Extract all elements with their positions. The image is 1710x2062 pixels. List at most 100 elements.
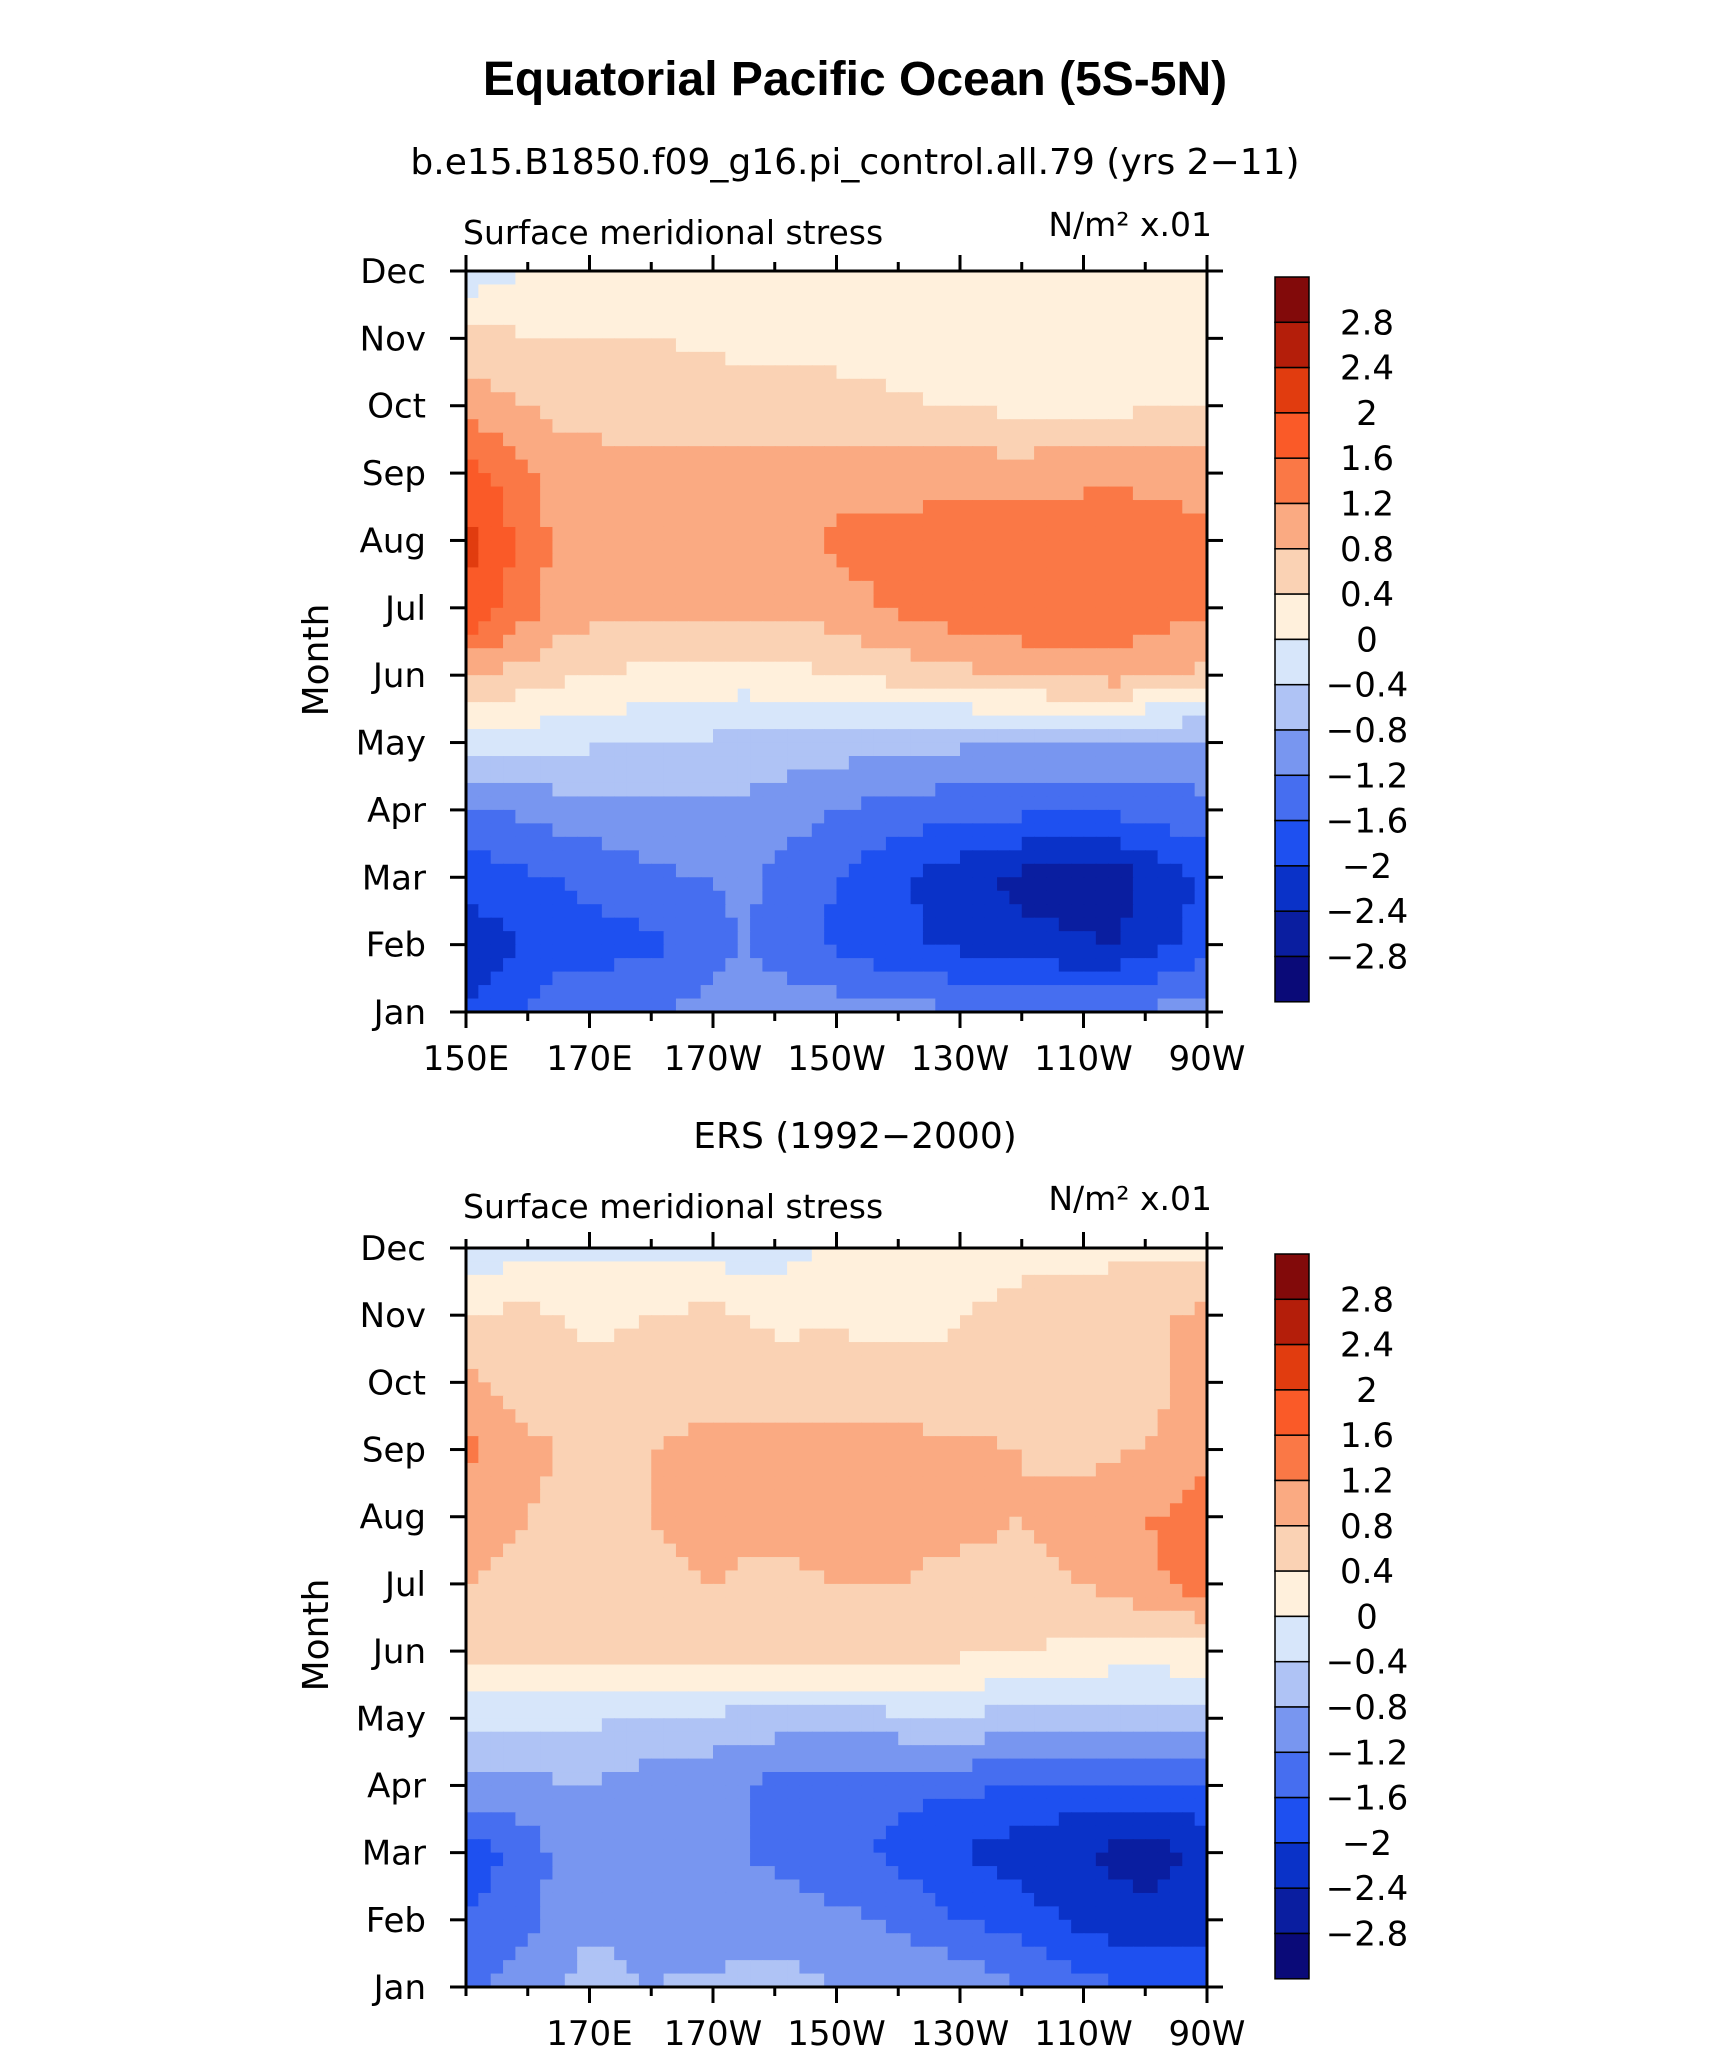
heatmap-cell — [910, 351, 924, 367]
heatmap-cell — [1034, 338, 1048, 353]
heatmap-cell — [688, 1503, 702, 1518]
heatmap-cell — [1083, 580, 1097, 596]
heatmap-cell — [1194, 729, 1208, 744]
heatmap-cell — [466, 917, 480, 932]
heatmap-cell — [750, 526, 764, 542]
heatmap-cell — [601, 823, 615, 838]
colorbar-box — [1274, 638, 1310, 686]
heatmap-cell — [737, 823, 751, 838]
heatmap-cell — [614, 1248, 628, 1263]
heatmap-cell — [997, 486, 1011, 501]
heatmap-cell — [589, 553, 603, 569]
heatmap-cell — [997, 432, 1011, 447]
heatmap-cell — [787, 473, 801, 488]
heatmap-cell — [626, 1557, 640, 1572]
heatmap-cell — [1083, 675, 1097, 690]
heatmap-cell — [1071, 1543, 1085, 1558]
heatmap-cell — [626, 1422, 640, 1437]
heatmap-cell — [1182, 1530, 1196, 1545]
heatmap-cell — [935, 850, 949, 865]
heatmap-cell — [503, 553, 517, 569]
heatmap-cell — [737, 324, 751, 340]
heatmap-cell — [947, 1462, 961, 1478]
heatmap-cell — [848, 1583, 862, 1599]
heatmap-cell — [1108, 702, 1122, 717]
heatmap-cell — [1194, 446, 1208, 461]
heatmap-cell — [1046, 351, 1060, 367]
heatmap-cell — [515, 823, 529, 838]
heatmap-cell — [836, 1395, 850, 1411]
heatmap-cell — [601, 1248, 615, 1263]
heatmap-cell — [774, 1436, 788, 1451]
heatmap-cell — [1083, 944, 1097, 959]
heatmap-cell — [713, 473, 727, 488]
heatmap-cell — [713, 1288, 727, 1303]
heatmap-cell — [1034, 904, 1048, 919]
heatmap-cell — [787, 446, 801, 461]
heatmap-cell — [910, 271, 924, 286]
heatmap-cell — [725, 1355, 739, 1370]
heatmap-cell — [997, 998, 1011, 1013]
heatmap-cell — [1071, 796, 1085, 811]
heatmap-cell — [762, 998, 776, 1013]
heatmap-cell — [1132, 634, 1147, 650]
heatmap-cell — [960, 1503, 974, 1518]
heatmap-cell — [626, 594, 640, 609]
heatmap-cell — [848, 998, 862, 1013]
heatmap-cell — [1095, 553, 1109, 569]
heatmap-cell — [737, 1489, 751, 1505]
heatmap-cell — [1071, 486, 1085, 501]
heatmap-cell — [1095, 782, 1109, 798]
heatmap-cell — [947, 661, 961, 676]
heatmap-cell — [577, 540, 591, 555]
heatmap-cell — [503, 1462, 517, 1478]
heatmap-cell — [774, 1301, 788, 1316]
heatmap-cell — [577, 729, 591, 744]
heatmap-cell — [675, 392, 690, 407]
heatmap-cell — [737, 392, 751, 407]
heatmap-cell — [614, 419, 628, 434]
variable-label: Surface meridional stress — [463, 1187, 883, 1226]
heatmap-cell — [1169, 540, 1184, 555]
heatmap-cell — [848, 540, 862, 555]
heatmap-cell — [1108, 378, 1122, 394]
heatmap-cell — [1009, 1261, 1023, 1276]
heatmap-cell — [638, 1476, 653, 1491]
heatmap-cell — [947, 742, 961, 757]
heatmap-cell — [1071, 419, 1085, 434]
heatmap-cell — [614, 594, 628, 609]
y-tick-label: Jul — [383, 589, 426, 629]
heatmap-cell — [503, 1382, 517, 1397]
heatmap-cell — [564, 634, 578, 650]
heatmap-cell — [503, 351, 517, 367]
heatmap-cell — [1169, 931, 1184, 946]
heatmap-cell — [1021, 998, 1035, 1013]
heatmap-cell — [651, 311, 665, 326]
heatmap-cell — [737, 836, 751, 852]
heatmap-cell — [1034, 1288, 1048, 1303]
heatmap-cell — [1157, 297, 1171, 313]
heatmap-cell — [848, 1382, 862, 1397]
heatmap-cell — [1120, 1557, 1134, 1572]
heatmap-cell — [478, 432, 492, 447]
heatmap-cell — [1108, 338, 1122, 353]
heatmap-cell — [577, 1355, 591, 1370]
heatmap-cell — [490, 1288, 504, 1303]
heatmap-cell — [626, 1543, 640, 1558]
heatmap-cell — [1095, 917, 1109, 932]
heatmap-cell — [663, 1570, 677, 1585]
heatmap-cell — [836, 500, 850, 515]
heatmap-cell — [564, 863, 578, 879]
heatmap-cell — [984, 809, 998, 825]
heatmap-cell — [960, 769, 974, 784]
heatmap-cell — [848, 863, 862, 879]
heatmap-cell — [503, 1570, 517, 1585]
heatmap-cell — [972, 675, 986, 690]
heatmap-cell — [589, 1462, 603, 1478]
heatmap-cell — [898, 1368, 912, 1384]
heatmap-cell — [688, 1274, 702, 1290]
heatmap-cell — [922, 284, 937, 299]
heatmap-cell — [713, 311, 727, 326]
heatmap-cell — [515, 607, 529, 623]
heatmap-cell — [972, 553, 986, 569]
